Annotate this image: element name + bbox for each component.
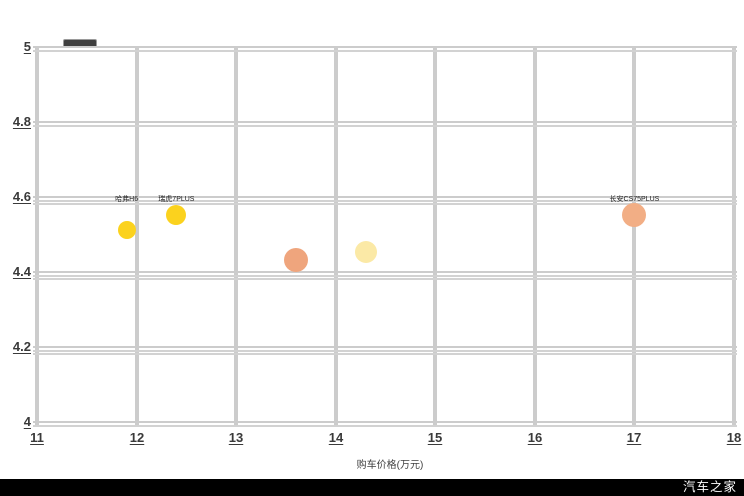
x-axis-title: 购车价格(万元) [356, 460, 424, 471]
x-tick-label: 15 [427, 430, 443, 445]
vertical-gridline [732, 46, 736, 425]
data-point-label: 瑞虎7PLUS [158, 196, 195, 203]
x-tick-label: 13 [228, 430, 244, 445]
y-tick-label: 4.2 [12, 339, 31, 354]
vertical-gridline [234, 46, 238, 425]
y-tick-label: 4.4 [12, 264, 31, 279]
vertical-gridline [632, 46, 636, 425]
vertical-gridline [334, 46, 338, 425]
horizontal-gridline [33, 346, 737, 348]
horizontal-gridline [33, 200, 737, 202]
horizontal-gridline [33, 46, 737, 48]
vertical-gridline [35, 46, 39, 425]
horizontal-gridline [33, 353, 737, 355]
horizontal-gridline [33, 196, 737, 198]
data-point[interactable] [283, 247, 308, 272]
horizontal-gridline [33, 350, 737, 352]
x-tick-label: 12 [129, 430, 145, 445]
vertical-gridline [135, 46, 139, 425]
x-tick-label: 18 [726, 430, 742, 445]
horizontal-gridline [33, 421, 737, 423]
horizontal-gridline [33, 121, 737, 123]
y-tick-label: 5 [23, 39, 31, 54]
data-point[interactable] [166, 204, 187, 225]
horizontal-gridline [33, 125, 737, 127]
footer-bar: 汽车之家 [0, 479, 744, 496]
y-tick-label: 4.6 [12, 189, 31, 204]
horizontal-gridline [33, 203, 737, 205]
horizontal-gridline [33, 50, 737, 52]
horizontal-gridline [33, 278, 737, 280]
horizontal-gridline [33, 275, 737, 277]
x-tick-label: 17 [626, 430, 642, 445]
data-point[interactable] [622, 202, 647, 227]
data-point[interactable] [354, 241, 377, 264]
y-tick-label: 4 [23, 414, 31, 429]
x-tick-label: 16 [527, 430, 543, 445]
data-point[interactable] [117, 220, 136, 239]
data-point-label: 哈弗H6 [115, 196, 139, 203]
watermark-logo: 汽车之家 [682, 480, 737, 494]
x-tick-label: 11 [30, 430, 44, 445]
x-tick-label: 14 [328, 430, 344, 445]
vertical-gridline [433, 46, 437, 425]
vertical-gridline [533, 46, 537, 425]
data-point-label: 长安CS75PLUS [609, 196, 660, 203]
y-tick-label: 4.8 [12, 114, 31, 129]
horizontal-gridline [33, 271, 737, 273]
horizontal-gridline [33, 425, 737, 427]
